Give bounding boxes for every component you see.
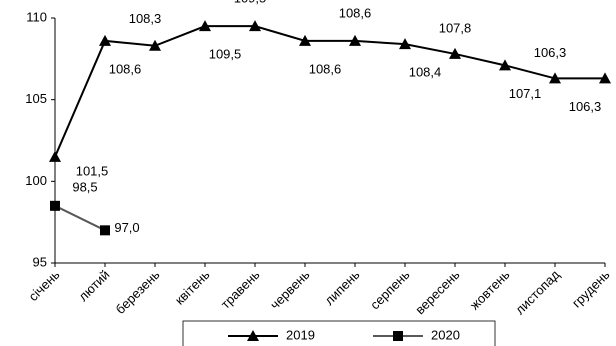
legend-label: 2019 <box>286 327 315 342</box>
marker <box>499 59 511 71</box>
data-label: 108,3 <box>129 11 162 26</box>
marker <box>549 72 561 84</box>
marker <box>349 34 361 46</box>
y-tick-label: 100 <box>25 173 47 188</box>
marker <box>50 200 60 211</box>
data-label: 97,0 <box>114 220 139 235</box>
data-label: 109,5 <box>209 47 242 62</box>
marker <box>599 72 611 84</box>
x-tick-label: грудень <box>569 267 613 311</box>
marker <box>49 150 61 162</box>
data-label: 98,5 <box>72 179 97 194</box>
marker <box>393 331 403 341</box>
x-tick-label: лютий <box>75 267 112 304</box>
data-label: 108,6 <box>309 61 342 76</box>
x-tick-label: березень <box>113 267 163 317</box>
legend-box <box>182 320 496 346</box>
x-tick-label: квітень <box>172 267 213 308</box>
data-label: 107,1 <box>509 86 542 101</box>
series-line <box>54 25 605 158</box>
data-label: 108,6 <box>109 61 142 76</box>
marker <box>299 34 311 46</box>
data-label: 109,5 <box>234 0 267 6</box>
x-tick-label: вересень <box>412 267 462 317</box>
x-tick-label: червень <box>267 267 313 313</box>
x-tick-label: липень <box>321 267 362 308</box>
data-label: 106,3 <box>534 45 567 60</box>
marker <box>249 20 261 32</box>
marker <box>199 20 211 32</box>
series-line <box>54 204 106 232</box>
data-label: 106,3 <box>569 99 602 114</box>
marker <box>449 47 461 59</box>
y-tick-label: 110 <box>26 9 47 24</box>
x-tick-label: серпень <box>367 267 413 313</box>
legend-label: 2020 <box>431 327 460 342</box>
marker <box>100 225 110 236</box>
marker <box>247 330 259 341</box>
x-tick-label: жовтень <box>467 267 513 313</box>
x-tick-label: січень <box>26 267 63 304</box>
data-label: 107,8 <box>439 20 472 35</box>
data-label: 108,4 <box>409 65 442 80</box>
data-label: 101,5 <box>76 163 109 178</box>
y-tick-label: 95 <box>33 254 47 269</box>
data-label: 108,6 <box>339 5 372 20</box>
x-tick-label: травень <box>218 267 263 312</box>
x-tick-label: листопад <box>512 267 563 318</box>
y-tick-label: 105 <box>25 91 47 106</box>
marker <box>99 34 111 46</box>
marker <box>149 39 161 51</box>
marker <box>399 38 411 50</box>
